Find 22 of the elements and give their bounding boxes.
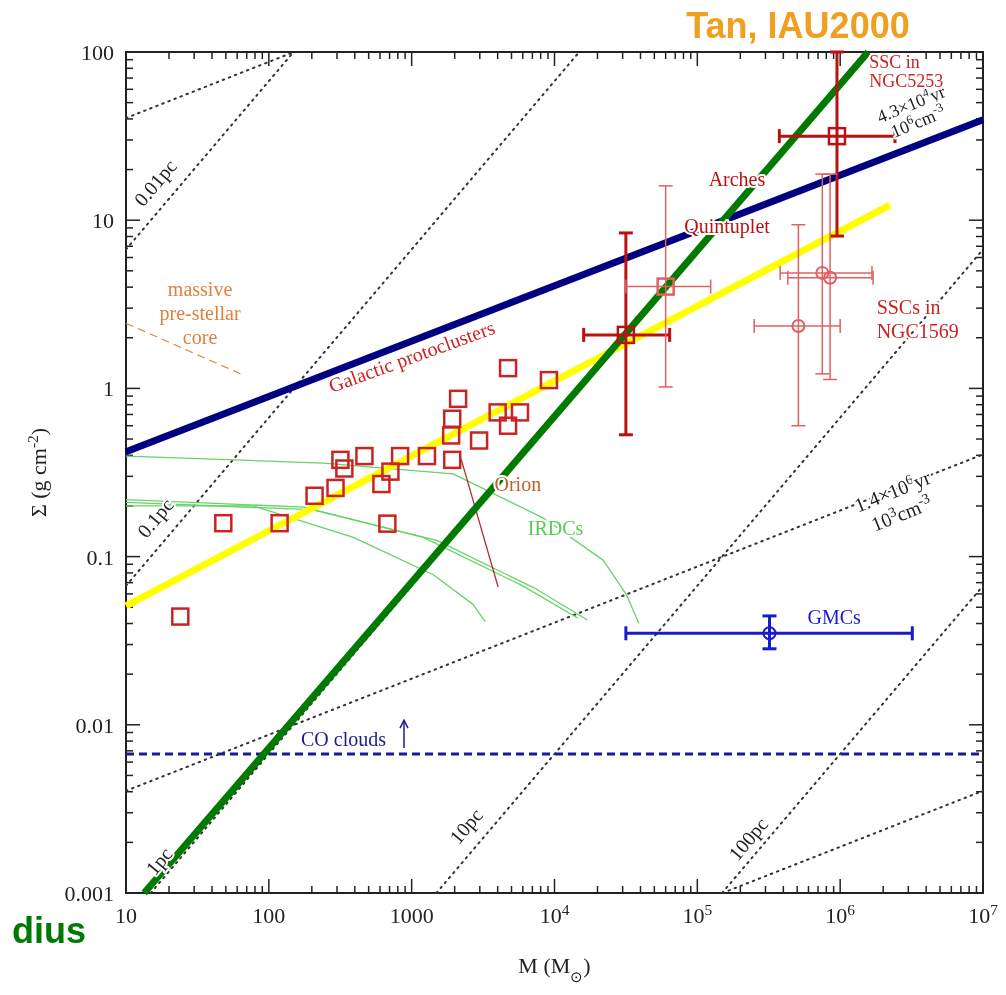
x-axis-title: M (M$_{⊙}$) [518,953,591,985]
annotation: SSCs in NGC1569 [876,295,959,342]
y-tick-label: 0.1 [86,544,114,570]
x-tick-label: 1000 [389,903,434,928]
y-tick-label: 0.001 [64,881,114,906]
annotation: 1pc [141,842,178,880]
x-tick-label: 10$^{5}$ [682,900,713,928]
annotation: massive pre-stellar core [159,278,241,349]
x-tick-label: 100 [252,903,286,928]
annotation: GMCs [807,605,861,628]
text: Tan, IAU2000 [686,5,910,46]
text: dius [12,910,87,951]
x-tick-label: 10 [115,903,137,928]
x-tick-label: 10$^{6}$ [825,900,856,928]
ref-line-label: CO clouds [301,728,387,751]
y-tick-label: 10 [92,208,114,234]
y-tick-label: 0.01 [75,712,114,738]
y-tick-label: 1 [103,376,114,402]
y-tick-label: 100 [81,40,114,65]
annotation: 10pc [445,804,488,849]
x-tick-label: 10$^{7}$ [968,900,999,928]
x-tick-label: 10$^{4}$ [539,900,570,928]
